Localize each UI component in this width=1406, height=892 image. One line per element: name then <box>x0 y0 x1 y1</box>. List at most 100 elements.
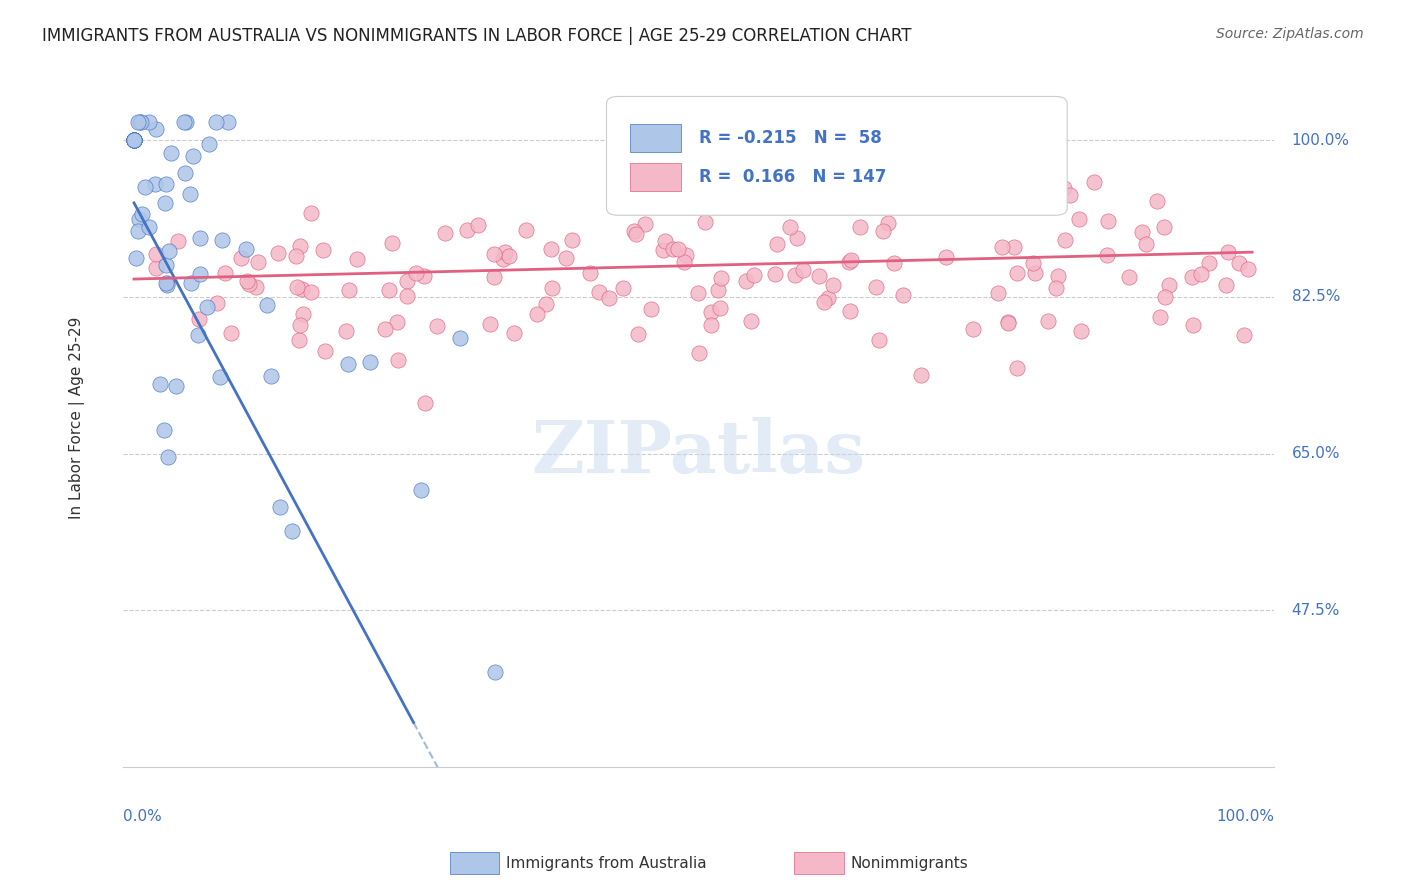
Point <box>839 252 862 267</box>
Point <box>526 307 548 321</box>
Point <box>1070 324 1092 338</box>
Point <box>188 312 211 326</box>
Point <box>208 370 231 384</box>
Point <box>1181 318 1204 332</box>
Point <box>160 146 183 161</box>
Point <box>395 288 418 302</box>
Point <box>359 355 381 369</box>
Text: Nonimmigrants: Nonimmigrants <box>851 856 969 871</box>
Point <box>792 262 814 277</box>
Point <box>229 252 252 266</box>
Point <box>503 326 526 340</box>
Point <box>1097 248 1119 262</box>
Point <box>165 379 187 393</box>
Point <box>555 251 578 265</box>
Point <box>207 296 229 310</box>
Point <box>187 327 209 342</box>
Point <box>128 115 150 129</box>
Point <box>839 303 862 318</box>
Point <box>1045 281 1067 295</box>
Point <box>907 151 929 165</box>
Point <box>540 242 562 256</box>
Point <box>783 268 806 283</box>
Text: In Labor Force | Age 25-29: In Labor Force | Age 25-29 <box>69 317 84 519</box>
Text: R =  0.166   N = 147: R = 0.166 N = 147 <box>699 168 886 186</box>
Point <box>153 196 176 211</box>
Bar <box>630 124 682 153</box>
Point <box>127 224 149 238</box>
Point <box>291 282 314 296</box>
Point <box>122 133 145 147</box>
Point <box>1215 277 1237 292</box>
FancyBboxPatch shape <box>606 96 1067 215</box>
Text: 0.0%: 0.0% <box>122 809 162 824</box>
Point <box>710 271 733 285</box>
Point <box>688 346 710 360</box>
Point <box>662 242 685 256</box>
Point <box>127 115 149 129</box>
Point <box>1233 328 1256 343</box>
Point <box>1097 214 1119 228</box>
Text: Immigrants from Australia: Immigrants from Australia <box>506 856 707 871</box>
Point <box>385 315 408 329</box>
Point <box>478 318 501 332</box>
Point <box>131 207 153 221</box>
Point <box>1189 267 1212 281</box>
Point <box>395 274 418 288</box>
Point <box>484 665 506 680</box>
Point <box>149 376 172 391</box>
Point <box>205 115 228 129</box>
Point <box>156 277 179 291</box>
Point <box>122 133 145 147</box>
Point <box>157 450 180 464</box>
Point <box>1083 175 1105 189</box>
Point <box>707 283 730 297</box>
Point <box>285 280 308 294</box>
Point <box>1067 211 1090 226</box>
Point <box>143 177 166 191</box>
Point <box>426 319 449 334</box>
Point <box>1053 181 1076 195</box>
Point <box>598 291 620 305</box>
Point <box>498 249 520 263</box>
Point <box>409 483 432 497</box>
Point <box>122 133 145 147</box>
Point <box>122 133 145 147</box>
Point <box>872 224 894 238</box>
Point <box>492 252 515 266</box>
Point <box>145 246 167 260</box>
Point <box>122 133 145 147</box>
Point <box>145 121 167 136</box>
Point <box>138 220 160 235</box>
Point <box>626 227 648 241</box>
Text: 47.5%: 47.5% <box>1292 603 1340 618</box>
Point <box>1198 255 1220 269</box>
Point <box>166 234 188 248</box>
Point <box>188 230 211 244</box>
Point <box>434 226 457 240</box>
Point <box>579 266 602 280</box>
Point <box>125 252 148 266</box>
Point <box>195 300 218 314</box>
Point <box>834 191 856 205</box>
Point <box>515 223 537 237</box>
Text: IMMIGRANTS FROM AUSTRALIA VS NONIMMIGRANTS IN LABOR FORCE | AGE 25-29 CORRELATIO: IMMIGRANTS FROM AUSTRALIA VS NONIMMIGRAN… <box>42 27 911 45</box>
Point <box>145 260 167 275</box>
Point <box>156 277 179 292</box>
Point <box>153 423 176 437</box>
Point <box>482 247 505 261</box>
Point <box>174 115 197 129</box>
Point <box>157 244 180 259</box>
Point <box>766 237 789 252</box>
Point <box>891 288 914 302</box>
Point <box>866 189 889 203</box>
Point <box>991 240 1014 254</box>
Point <box>1059 188 1081 202</box>
Point <box>449 331 471 345</box>
Point <box>1157 278 1180 293</box>
Point <box>536 296 558 310</box>
Point <box>337 357 360 371</box>
Point <box>288 239 311 253</box>
Point <box>173 115 195 129</box>
Point <box>848 219 870 234</box>
